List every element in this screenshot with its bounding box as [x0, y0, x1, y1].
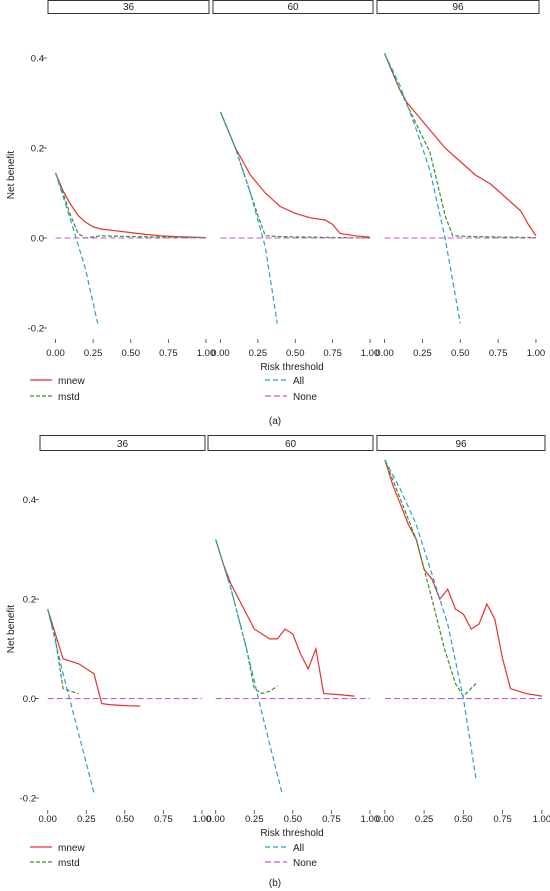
x-tick-label: 0.25	[415, 814, 434, 825]
series-line-mnew	[219, 111, 371, 238]
legend-label-mstd: mstd	[58, 392, 80, 403]
y-tick-label: 0.4	[31, 54, 44, 65]
x-tick-label: 0.00	[375, 348, 394, 359]
x-tick-label: 1.00	[527, 348, 546, 359]
series-line-mnew	[215, 539, 355, 697]
facet-strip	[207, 435, 374, 451]
facet-strip	[212, 0, 374, 14]
series-line-mstd	[215, 539, 278, 695]
figure-caption: (b)	[269, 878, 281, 889]
series-line-all	[219, 111, 278, 324]
legend-label-mnew: mnew	[58, 376, 85, 387]
y-tick-label: 0.0	[31, 234, 44, 245]
x-tick-label: 0.75	[489, 348, 508, 359]
series-line-mstd	[47, 608, 79, 695]
legend-label-all: All	[293, 843, 304, 854]
x-tick-label: 0.00	[46, 348, 65, 359]
series-line-mnew	[384, 459, 542, 697]
x-axis-label: Risk threshold	[260, 362, 323, 373]
legend-label-mnew: mnew	[58, 843, 85, 854]
series-line-mstd	[384, 459, 477, 698]
x-tick-label: 0.50	[454, 814, 473, 825]
x-tick-label: 0.00	[211, 348, 230, 359]
facet-title: 96	[455, 439, 467, 450]
x-tick-label: 1.00	[193, 814, 212, 825]
series-line-all	[384, 53, 461, 324]
x-tick-label: 1.00	[533, 814, 550, 825]
series-line-all	[54, 172, 99, 324]
figure-caption: (a)	[269, 416, 281, 427]
legend-label-mstd: mstd	[58, 858, 80, 869]
x-tick-label: 0.00	[376, 814, 395, 825]
facet-strip	[39, 435, 206, 451]
y-axis-label: Net benefit	[6, 605, 17, 654]
x-tick-label: 0.00	[38, 814, 57, 825]
series-line-mnew	[47, 608, 141, 707]
series-line-mstd	[219, 111, 371, 239]
x-tick-label: 1.00	[361, 814, 380, 825]
x-tick-label: 0.25	[245, 814, 264, 825]
legend-label-none: None	[293, 858, 317, 869]
series-line-all	[384, 459, 477, 779]
facet-title: 96	[452, 2, 464, 13]
y-axis-label: Net benefit	[6, 151, 17, 200]
x-tick-label: 0.75	[159, 348, 178, 359]
x-tick-label: 0.25	[77, 814, 96, 825]
legend-label-none: None	[293, 392, 317, 403]
x-tick-label: 0.25	[413, 348, 432, 359]
facet-strip	[47, 0, 210, 14]
x-tick-label: 0.25	[249, 348, 268, 359]
x-axis-label: Risk threshold	[260, 828, 323, 839]
facet-title: 36	[117, 439, 129, 450]
facet-strip	[376, 435, 546, 451]
y-tick-label: 0.4	[23, 495, 36, 506]
x-tick-label: 0.50	[286, 348, 305, 359]
x-tick-label: 0.50	[451, 348, 470, 359]
series-line-mstd	[54, 172, 207, 239]
legend-label-all: All	[293, 376, 304, 387]
series-line-all	[47, 608, 95, 794]
x-tick-label: 0.50	[116, 814, 135, 825]
y-tick-label: -0.2	[28, 324, 44, 335]
series-line-mnew	[384, 53, 537, 237]
series-line-mstd	[384, 53, 537, 239]
facet-title: 60	[287, 2, 299, 13]
y-tick-label: 0.2	[31, 144, 44, 155]
x-tick-label: 0.75	[154, 814, 173, 825]
facet-title: 36	[123, 2, 135, 13]
y-tick-label: 0.2	[23, 595, 36, 606]
x-tick-label: 0.75	[322, 814, 341, 825]
series-line-all	[215, 539, 283, 794]
x-tick-label: 0.00	[206, 814, 225, 825]
x-tick-label: 0.25	[84, 348, 103, 359]
x-tick-label: 0.75	[323, 348, 342, 359]
x-tick-label: 0.50	[284, 814, 303, 825]
x-tick-label: 1.00	[197, 348, 216, 359]
y-tick-label: 0.0	[23, 694, 36, 705]
x-tick-label: 1.00	[361, 348, 380, 359]
y-tick-label: -0.2	[20, 794, 36, 805]
series-line-mnew	[54, 172, 207, 239]
x-tick-label: 0.50	[122, 348, 141, 359]
facet-title: 60	[285, 439, 297, 450]
facet-strip	[376, 0, 540, 14]
x-tick-label: 0.75	[493, 814, 512, 825]
